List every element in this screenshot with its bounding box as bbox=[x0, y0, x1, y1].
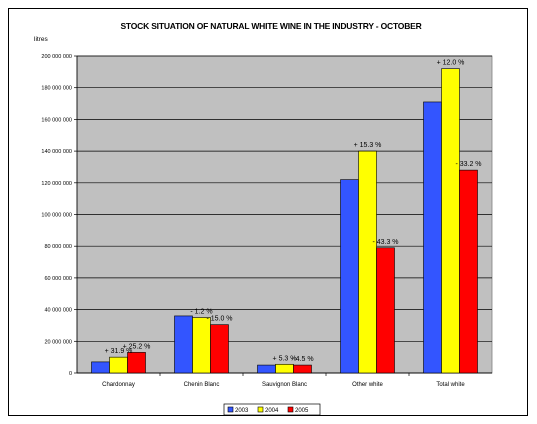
legend: 2003 2004 2005 bbox=[223, 403, 321, 416]
y-tick-label: 80 000 000 bbox=[44, 244, 72, 250]
y-tick-label: 120 000 000 bbox=[41, 181, 72, 187]
y-tick-label: 0 bbox=[69, 371, 72, 377]
bar-2005 bbox=[459, 169, 478, 374]
legend-swatch-2005 bbox=[287, 406, 294, 413]
bar-2004 bbox=[109, 356, 128, 374]
y-tick-label: 160 000 000 bbox=[41, 117, 72, 123]
y-tick-label: 140 000 000 bbox=[41, 149, 72, 155]
gridlines bbox=[74, 55, 492, 376]
data-labels: + 31.9 %+ 25.2 %- 1.2 %- 15.0 %+ 5.3 %- … bbox=[105, 60, 482, 363]
bar-2003 bbox=[91, 361, 110, 374]
x-axis-categories: Chardonnay Chenin Blanc Sauvignon Blanc Oth… bbox=[102, 382, 465, 388]
y-tick-label: 180 000 000 bbox=[41, 86, 72, 92]
data-label: + 25.2 % bbox=[123, 343, 151, 350]
x-category-label: Other white bbox=[352, 382, 383, 388]
bars bbox=[91, 68, 478, 374]
legend-label-2004: 2004 bbox=[265, 408, 279, 414]
bar-2005 bbox=[127, 352, 146, 374]
y-tick-label: 200 000 000 bbox=[41, 54, 72, 60]
y-tick-label: 20 000 000 bbox=[44, 339, 72, 345]
data-label: - 1.2 % bbox=[190, 309, 212, 316]
x-category-label: Chardonnay bbox=[102, 382, 135, 388]
data-label: + 15.3 % bbox=[354, 142, 382, 149]
bar-2004 bbox=[192, 317, 211, 374]
legend-label-2005: 2005 bbox=[295, 408, 309, 414]
data-label: + 31.9 % bbox=[105, 348, 133, 355]
bar-2003 bbox=[257, 364, 276, 374]
data-label: - 43.3 % bbox=[372, 239, 398, 246]
data-label: - 15.0 % bbox=[206, 316, 232, 323]
x-category-label: Total white bbox=[436, 382, 465, 388]
bar-2003 bbox=[340, 179, 359, 374]
bar-2005 bbox=[293, 364, 312, 374]
bar-2003 bbox=[423, 101, 442, 374]
chart-title: STOCK SITUATION OF NATURAL WHITE WINE IN… bbox=[120, 21, 421, 31]
y-tick-label: 100 000 000 bbox=[41, 213, 72, 219]
legend-label-2003: 2003 bbox=[235, 408, 249, 414]
bar-2005 bbox=[376, 247, 395, 374]
data-label: - 4.5 % bbox=[291, 356, 313, 363]
bar-2005 bbox=[210, 324, 229, 374]
bar-2004 bbox=[275, 363, 294, 374]
legend-swatch-2004 bbox=[257, 406, 264, 413]
y-axis-unit-label: litres bbox=[34, 36, 48, 43]
plot-area: 0 20 000 000 40 000 000 60 000 000 80 000 00… bbox=[41, 54, 493, 388]
y-axis-ticks: 0 20 000 000 40 000 000 60 000 000 80 000 00… bbox=[41, 54, 72, 377]
y-tick-label: 60 000 000 bbox=[44, 276, 72, 282]
x-category-label: Sauvignon Blanc bbox=[262, 382, 307, 388]
y-tick-label: 40 000 000 bbox=[44, 308, 72, 314]
data-label: + 12.0 % bbox=[437, 60, 465, 67]
data-label: + 5.3 % bbox=[273, 355, 297, 362]
bar-2003 bbox=[174, 315, 193, 374]
data-label: - 33.2 % bbox=[455, 161, 481, 168]
legend-box bbox=[223, 403, 321, 416]
bar-2004 bbox=[441, 68, 460, 374]
bar-2004 bbox=[358, 150, 377, 374]
legend-swatch-2003 bbox=[227, 406, 234, 413]
x-category-label: Chenin Blanc bbox=[184, 382, 220, 388]
